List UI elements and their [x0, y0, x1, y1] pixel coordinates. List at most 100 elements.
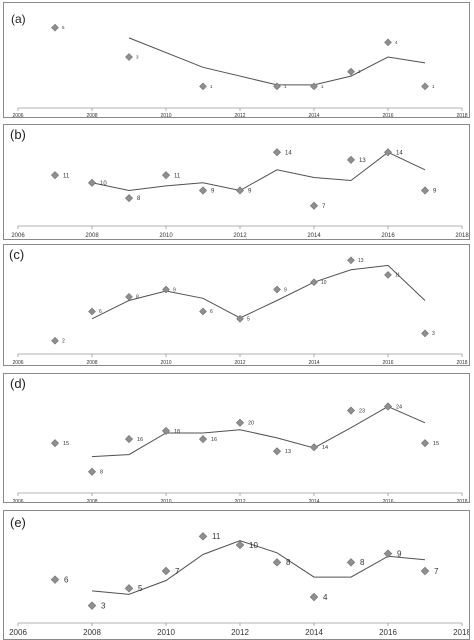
data-label: 1 [432, 84, 435, 89]
data-label: 1 [321, 84, 324, 89]
data-label: 8 [286, 558, 291, 567]
data-label: 7 [322, 204, 326, 210]
panel-label: (c) [9, 247, 24, 262]
x-tick-label: 2018 [456, 499, 467, 502]
data-point-marker [199, 82, 207, 91]
data-point-marker [125, 53, 133, 61]
data-label: 5 [62, 25, 65, 30]
data-point-marker [124, 584, 134, 593]
data-label: 11 [174, 173, 181, 179]
panel-label: (d) [10, 376, 26, 391]
data-label: 14 [322, 445, 328, 451]
data-point-marker [198, 186, 208, 195]
data-point-marker [421, 82, 429, 91]
data-point-marker [310, 278, 318, 287]
data-label: 8 [100, 470, 103, 476]
x-tick-label: 2018 [455, 233, 469, 239]
data-label: 9 [433, 189, 437, 195]
data-label: 3 [136, 55, 139, 60]
data-label: 15 [63, 441, 69, 447]
data-label: 5 [247, 317, 250, 323]
data-label: 6 [64, 575, 69, 584]
data-point-marker [198, 532, 208, 541]
x-tick-label: 2008 [83, 628, 101, 637]
x-tick-label: 2016 [382, 113, 393, 117]
x-tick-label: 2012 [234, 499, 245, 502]
data-point-marker [420, 439, 430, 448]
data-point-marker [51, 23, 59, 32]
data-point-marker [346, 406, 356, 415]
data-label: 9 [211, 189, 215, 195]
trend-line [91, 540, 426, 595]
data-label: 1 [284, 84, 287, 89]
data-point-marker [273, 285, 281, 294]
data-label: 6 [99, 309, 102, 315]
data-point-marker [198, 435, 208, 444]
data-point-marker [50, 171, 60, 180]
data-label: 11 [212, 532, 221, 541]
data-label: 4 [395, 40, 398, 45]
x-tick-label: 2006 [11, 233, 25, 239]
x-tick-label: 2012 [234, 113, 245, 117]
data-point-marker [383, 549, 393, 558]
panel-label: (e) [10, 515, 26, 530]
data-point-marker [87, 467, 97, 476]
panel-c: 2006 2008 2010 2012 2014 2016 2018 (c) 2 6 8 9 6 5 9 10… [3, 244, 470, 366]
data-label: 1 [210, 84, 213, 89]
chart-svg: 2006 2008 2010 2012 2014 2016 2018 (b) 11 10 8 11 9 9… [10, 127, 469, 239]
trend-line [128, 37, 426, 86]
data-label: 20 [248, 421, 254, 427]
data-point-marker [235, 186, 245, 195]
data-point-marker [50, 439, 60, 448]
data-label: 15 [433, 441, 439, 447]
data-label: 23 [359, 408, 365, 414]
x-tick-label: 2008 [86, 499, 97, 502]
data-point-marker [384, 38, 392, 47]
x-tick-label: 2006 [12, 499, 23, 502]
x-tick-label: 2006 [12, 360, 23, 365]
panel-label: (a) [11, 12, 26, 26]
x-tick-label: 2018 [456, 113, 467, 117]
data-label: 7 [434, 567, 439, 576]
x-tick-label: 2014 [308, 113, 319, 117]
data-label: 10 [249, 541, 258, 550]
x-tick-label: 2008 [86, 113, 97, 117]
data-point-marker [235, 540, 245, 550]
data-point-marker [309, 201, 319, 210]
data-point-marker [383, 402, 393, 411]
data-point-marker [346, 155, 356, 164]
data-point-marker [420, 186, 430, 195]
data-label: 9 [248, 189, 252, 195]
x-tick-label: 2006 [9, 628, 27, 637]
x-tick-label: 2012 [233, 233, 247, 239]
data-point-marker [347, 67, 355, 76]
data-label: 14 [396, 150, 403, 156]
data-label: 11 [395, 273, 400, 279]
trend-line [91, 264, 426, 320]
data-point-marker [310, 82, 318, 91]
data-label: 13 [358, 258, 364, 264]
data-label: 8 [360, 558, 365, 567]
x-tick-label: 2016 [382, 360, 393, 365]
x-tick-label: 2010 [159, 233, 173, 239]
x-tick-label: 2018 [456, 360, 467, 365]
x-tick-label: 2016 [379, 628, 397, 637]
x-tick-label: 2014 [307, 233, 321, 239]
data-point-marker [124, 435, 134, 444]
x-tick-label: 2012 [231, 628, 249, 637]
x-tick-label: 2008 [85, 233, 99, 239]
panel-e: 2006 2008 2010 2012 2014 2016 2018 (e) 6 3 5 7 11 10 8… [3, 510, 470, 640]
data-point-marker [125, 293, 133, 301]
x-tick-label: 2006 [12, 113, 23, 117]
data-point-marker [347, 256, 355, 265]
x-tick-label: 2012 [234, 360, 245, 365]
data-label: 13 [359, 158, 366, 164]
x-tick-label: 2010 [160, 360, 171, 365]
data-point-marker [199, 307, 207, 316]
panel-label: (b) [10, 127, 26, 142]
data-point-marker [272, 447, 282, 456]
data-point-marker [346, 558, 356, 567]
data-point-marker [88, 307, 96, 316]
data-label: 16 [211, 437, 217, 443]
data-label: 10 [321, 280, 327, 286]
